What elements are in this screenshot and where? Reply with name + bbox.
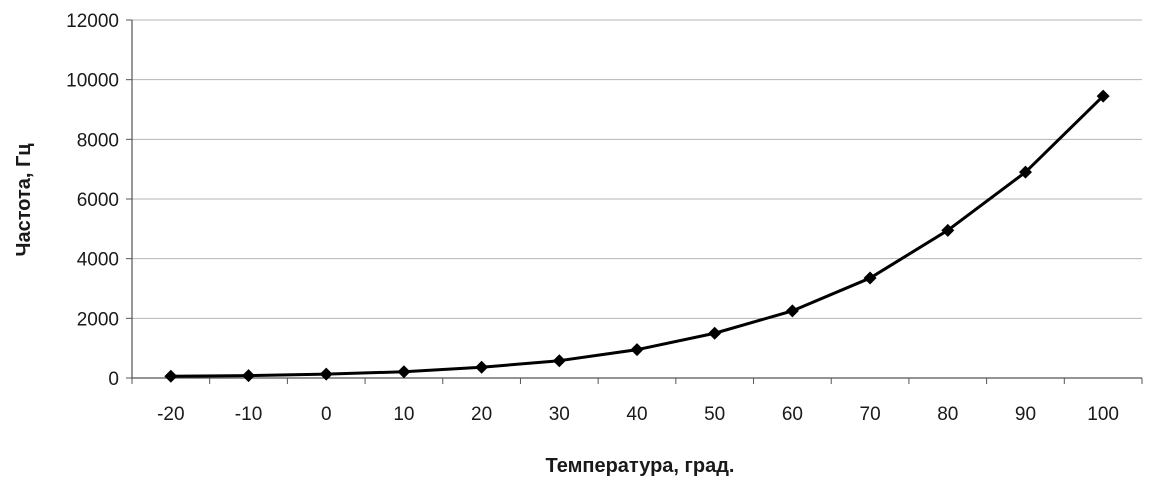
y-tick-label: 8000: [77, 130, 119, 151]
grid-layer: [132, 20, 1142, 318]
x-tick-label: 70: [860, 404, 881, 425]
x-tick-label: 0: [321, 404, 332, 425]
data-point: [397, 365, 410, 378]
data-point: [320, 368, 333, 381]
y-tick-label: 4000: [77, 250, 119, 271]
y-tick-label: 12000: [66, 11, 119, 32]
data-point: [708, 327, 721, 340]
y-tick-label: 0: [108, 369, 119, 390]
data-point: [631, 343, 644, 356]
y-axis-title: Частота, Гц: [13, 143, 35, 257]
x-tick-label: 20: [471, 404, 492, 425]
data-point: [242, 369, 255, 382]
x-tick-label: 80: [937, 404, 958, 425]
x-tick-label: -20: [157, 404, 184, 425]
axis-layer: [126, 20, 1142, 384]
y-tick-label: 2000: [77, 309, 119, 330]
x-tick-label: 30: [549, 404, 570, 425]
series-line: [171, 96, 1103, 376]
x-tick-label: 40: [626, 404, 647, 425]
x-axis-title: Температура, град.: [546, 455, 735, 477]
x-tick-label: 50: [704, 404, 725, 425]
x-tick-label: 100: [1087, 404, 1119, 425]
x-tick-label: 90: [1015, 404, 1036, 425]
data-point: [164, 370, 177, 383]
y-tick-label: 10000: [66, 71, 119, 92]
x-tick-label: 10: [393, 404, 414, 425]
data-point: [786, 304, 799, 317]
data-point: [475, 361, 488, 374]
label-layer: 0 2000 4000 6000 8000 10000 12000 -20 -10 0 10 20 30…: [66, 11, 1119, 425]
y-tick-label: 6000: [77, 190, 119, 211]
x-tick-label: -10: [235, 404, 262, 425]
series-layer: [164, 90, 1109, 383]
data-point: [553, 354, 566, 367]
x-tick-label: 60: [782, 404, 803, 425]
